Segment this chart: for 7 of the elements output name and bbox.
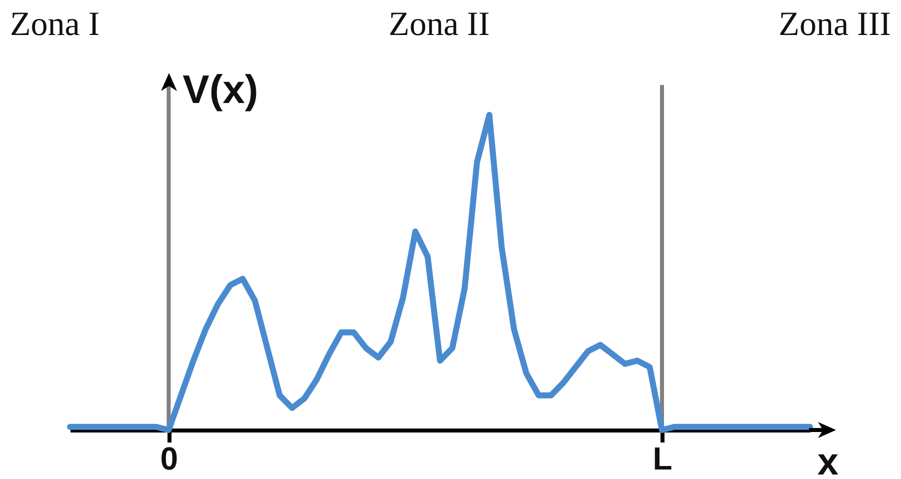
y-axis-title: V(x) bbox=[182, 68, 258, 112]
text: Zona II bbox=[388, 6, 490, 44]
x-tick-label: L bbox=[652, 440, 672, 476]
text: Zona I bbox=[10, 6, 100, 44]
text: Zona III bbox=[778, 6, 891, 44]
x-axis-title: x bbox=[817, 442, 838, 479]
x-tick-label: 0 bbox=[160, 440, 178, 476]
